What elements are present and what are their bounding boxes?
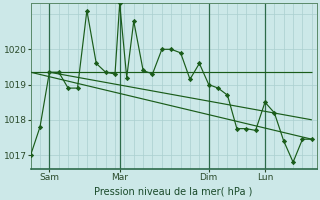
X-axis label: Pression niveau de la mer( hPa ): Pression niveau de la mer( hPa ): [94, 187, 253, 197]
